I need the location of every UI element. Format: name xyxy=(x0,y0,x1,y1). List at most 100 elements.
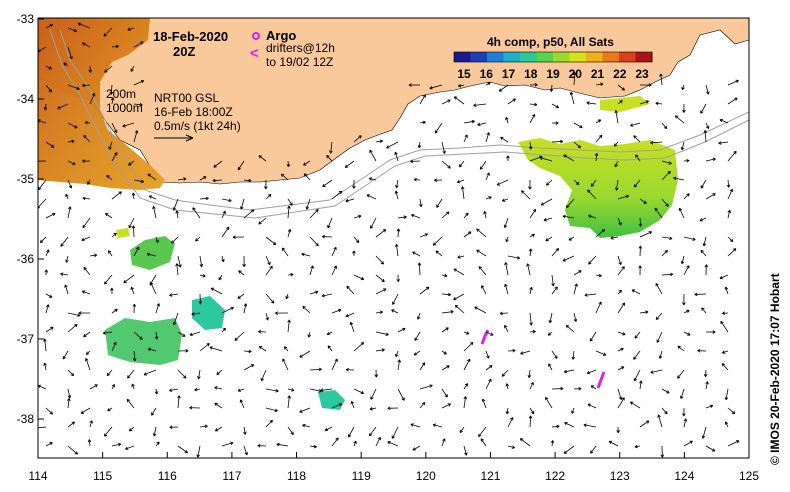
current-arrow xyxy=(238,270,245,276)
current-arrow xyxy=(374,369,379,378)
current-arrow xyxy=(104,274,113,285)
current-arrow xyxy=(331,358,338,371)
current-arrow xyxy=(221,306,234,314)
colorbar-swatch xyxy=(619,52,636,62)
current-arrow xyxy=(130,286,135,295)
colorbar: 15 16 17 18 19 20 21 22 23 xyxy=(453,51,653,81)
current-arrow xyxy=(243,445,248,456)
current-arrow xyxy=(682,103,686,113)
current-arrow xyxy=(521,190,531,200)
current-arrow xyxy=(331,437,339,447)
current-arrow xyxy=(397,359,401,371)
current-arrow xyxy=(617,266,625,276)
current-arrow xyxy=(63,62,69,67)
map-date: 18-Feb-2020 xyxy=(153,29,228,44)
current-arrow xyxy=(543,217,553,222)
current-arrow xyxy=(429,84,443,90)
current-arrow xyxy=(503,217,509,228)
current-arrow xyxy=(463,212,469,219)
current-arrow xyxy=(441,211,450,219)
current-arrow xyxy=(703,130,708,143)
current-arrow xyxy=(683,418,688,428)
current-arrow xyxy=(683,331,691,336)
x-tick-label: 115 xyxy=(93,469,112,483)
current-arrow xyxy=(453,96,465,105)
current-arrow xyxy=(463,341,474,352)
current-arrow xyxy=(110,287,114,295)
current-arrow xyxy=(529,382,534,390)
current-arrow xyxy=(309,444,317,449)
current-arrow xyxy=(485,378,492,390)
current-arrow xyxy=(639,231,653,238)
current-arrow xyxy=(81,290,91,295)
current-arrow xyxy=(506,155,510,162)
current-arrow xyxy=(635,154,641,162)
current-arrow xyxy=(67,179,73,189)
current-arrow xyxy=(419,233,429,238)
current-arrow xyxy=(630,122,641,127)
current-arrow xyxy=(564,422,575,428)
current-arrow xyxy=(65,255,69,263)
current-arrow xyxy=(629,401,641,409)
current-arrow xyxy=(563,445,575,454)
current-arrow xyxy=(80,407,91,414)
current-arrow xyxy=(67,398,71,409)
current-arrow xyxy=(617,302,626,314)
current-arrow xyxy=(505,116,509,124)
current-arrow xyxy=(705,330,716,334)
current-arrow xyxy=(458,83,465,88)
current-arrow xyxy=(547,331,553,336)
current-arrow xyxy=(67,312,81,317)
current-arrow xyxy=(111,232,117,238)
depth-1000m-label: 1000m xyxy=(106,101,143,115)
current-arrow xyxy=(221,198,232,203)
current-arrow xyxy=(260,369,267,382)
drifter-track-2 xyxy=(596,371,606,389)
current-arrow xyxy=(419,402,426,409)
current-arrow xyxy=(257,443,267,448)
current-arrow xyxy=(529,83,538,87)
current-arrow xyxy=(109,84,114,95)
current-arrow xyxy=(348,426,355,438)
current-arrow xyxy=(395,350,399,358)
current-arrow xyxy=(724,388,729,401)
colorbar-tick-label: 15 xyxy=(457,67,471,81)
current-arrow xyxy=(320,388,333,392)
current-arrow xyxy=(67,369,75,377)
current-arrow xyxy=(701,307,707,314)
current-arrow xyxy=(386,141,399,149)
current-arrow xyxy=(529,329,536,334)
current-arrow xyxy=(520,350,531,355)
current-arrow xyxy=(106,369,113,377)
current-arrow xyxy=(441,273,448,278)
current-arrow xyxy=(89,93,96,105)
current-arrow xyxy=(587,189,597,200)
current-arrow xyxy=(287,272,294,277)
current-arrow xyxy=(258,155,267,162)
current-arrow xyxy=(126,398,135,409)
current-arrow xyxy=(436,198,443,208)
x-tick-label: 117 xyxy=(222,469,241,483)
current-arrow xyxy=(718,141,729,145)
current-arrow xyxy=(617,84,626,91)
current-arrow xyxy=(237,388,245,392)
current-arrow xyxy=(131,383,135,390)
current-arrow xyxy=(321,293,333,298)
current-arrow xyxy=(221,226,230,238)
current-arrow xyxy=(108,141,113,150)
current-arrow xyxy=(573,179,580,186)
current-arrow xyxy=(419,286,430,295)
current-arrow xyxy=(303,173,311,181)
x-tick-label: 121 xyxy=(480,469,500,483)
current-arrow xyxy=(370,217,377,229)
current-arrow xyxy=(265,419,273,428)
x-tick-label: 118 xyxy=(287,469,306,483)
current-arrow xyxy=(353,440,357,447)
current-arrow xyxy=(45,249,50,257)
current-arrow xyxy=(705,84,710,95)
current-arrow xyxy=(453,293,465,301)
current-arrow xyxy=(327,345,333,352)
current-arrow xyxy=(133,102,143,107)
current-arrow xyxy=(610,236,619,240)
current-arrow xyxy=(218,274,223,281)
